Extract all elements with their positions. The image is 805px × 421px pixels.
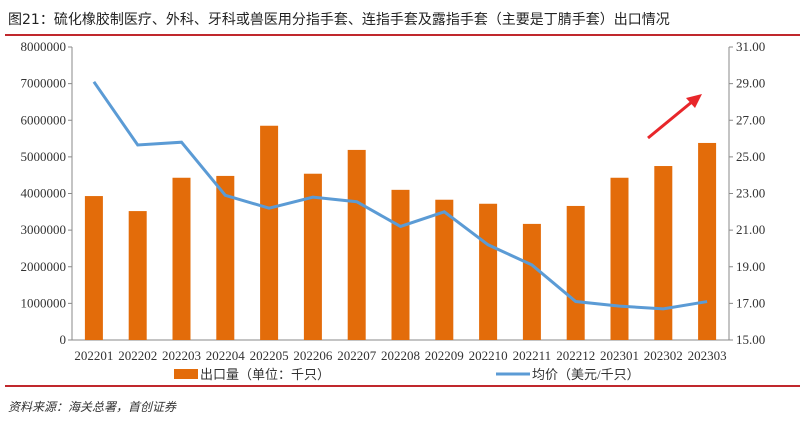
x-tick-label: 202303 [688, 348, 727, 363]
x-tick-label: 202207 [337, 348, 377, 363]
bar [303, 173, 322, 340]
right-tick-label: 27.00 [736, 112, 765, 127]
legend-bar-label: 出口量（单位：千只） [200, 367, 330, 382]
right-tick-label: 25.00 [736, 149, 765, 164]
bar [654, 166, 673, 340]
left-tick-label: 7000000 [21, 76, 67, 91]
chart-title: 图21：硫化橡胶制医疗、外科、牙科或兽医用分指手套、连指手套及露指手套（主要是丁… [8, 12, 670, 28]
bar [698, 142, 717, 340]
bar [84, 196, 103, 340]
x-tick-label: 202202 [118, 348, 157, 363]
right-tick-label: 31.00 [736, 39, 765, 54]
right-tick-label: 15.00 [736, 332, 765, 347]
bar [522, 223, 541, 340]
bar [128, 211, 147, 340]
x-tick-label: 202212 [556, 348, 595, 363]
x-tick-label: 202204 [206, 348, 246, 363]
title-rule [5, 34, 800, 36]
bar [216, 175, 235, 340]
x-tick-label: 202205 [250, 348, 289, 363]
right-tick-label: 21.00 [736, 222, 765, 237]
bar [172, 177, 191, 340]
x-tick-label: 202211 [513, 348, 552, 363]
bar [260, 125, 279, 341]
source-rule [5, 385, 800, 387]
x-tick-label: 202210 [469, 348, 508, 363]
x-tick-label: 202206 [293, 348, 333, 363]
x-tick-label: 202201 [74, 348, 113, 363]
bar [566, 205, 585, 340]
bar [479, 203, 498, 340]
left-tick-label: 1000000 [21, 295, 67, 310]
right-tick-label: 29.00 [736, 76, 765, 91]
x-tick-label: 202203 [162, 348, 201, 363]
left-tick-label: 2000000 [21, 259, 67, 274]
legend-bar-swatch [174, 369, 198, 379]
left-tick-label: 6000000 [21, 112, 67, 127]
right-tick-label: 23.00 [736, 186, 765, 201]
legend-line-label: 均价（美元/千只） [532, 367, 640, 382]
bar [610, 177, 629, 340]
bar [435, 199, 454, 340]
price-line [92, 80, 708, 311]
x-tick-label: 202208 [381, 348, 420, 363]
bar [391, 189, 410, 340]
source-note: 资料来源：海关总署，首创证券 [8, 400, 177, 414]
left-tick-label: 8000000 [21, 39, 67, 54]
bar [347, 149, 366, 340]
left-tick-label: 4000000 [21, 186, 67, 201]
x-tick-label: 202209 [425, 348, 464, 363]
left-tick-label: 5000000 [21, 149, 67, 164]
right-tick-label: 19.00 [736, 259, 765, 274]
arrow-shaft [647, 99, 694, 140]
left-tick-label: 0 [60, 332, 67, 347]
right-tick-label: 17.00 [736, 295, 765, 310]
x-tick-label: 202301 [600, 348, 639, 363]
arrow-head [686, 94, 702, 108]
left-tick-label: 3000000 [21, 222, 67, 237]
x-tick-label: 202302 [644, 348, 683, 363]
